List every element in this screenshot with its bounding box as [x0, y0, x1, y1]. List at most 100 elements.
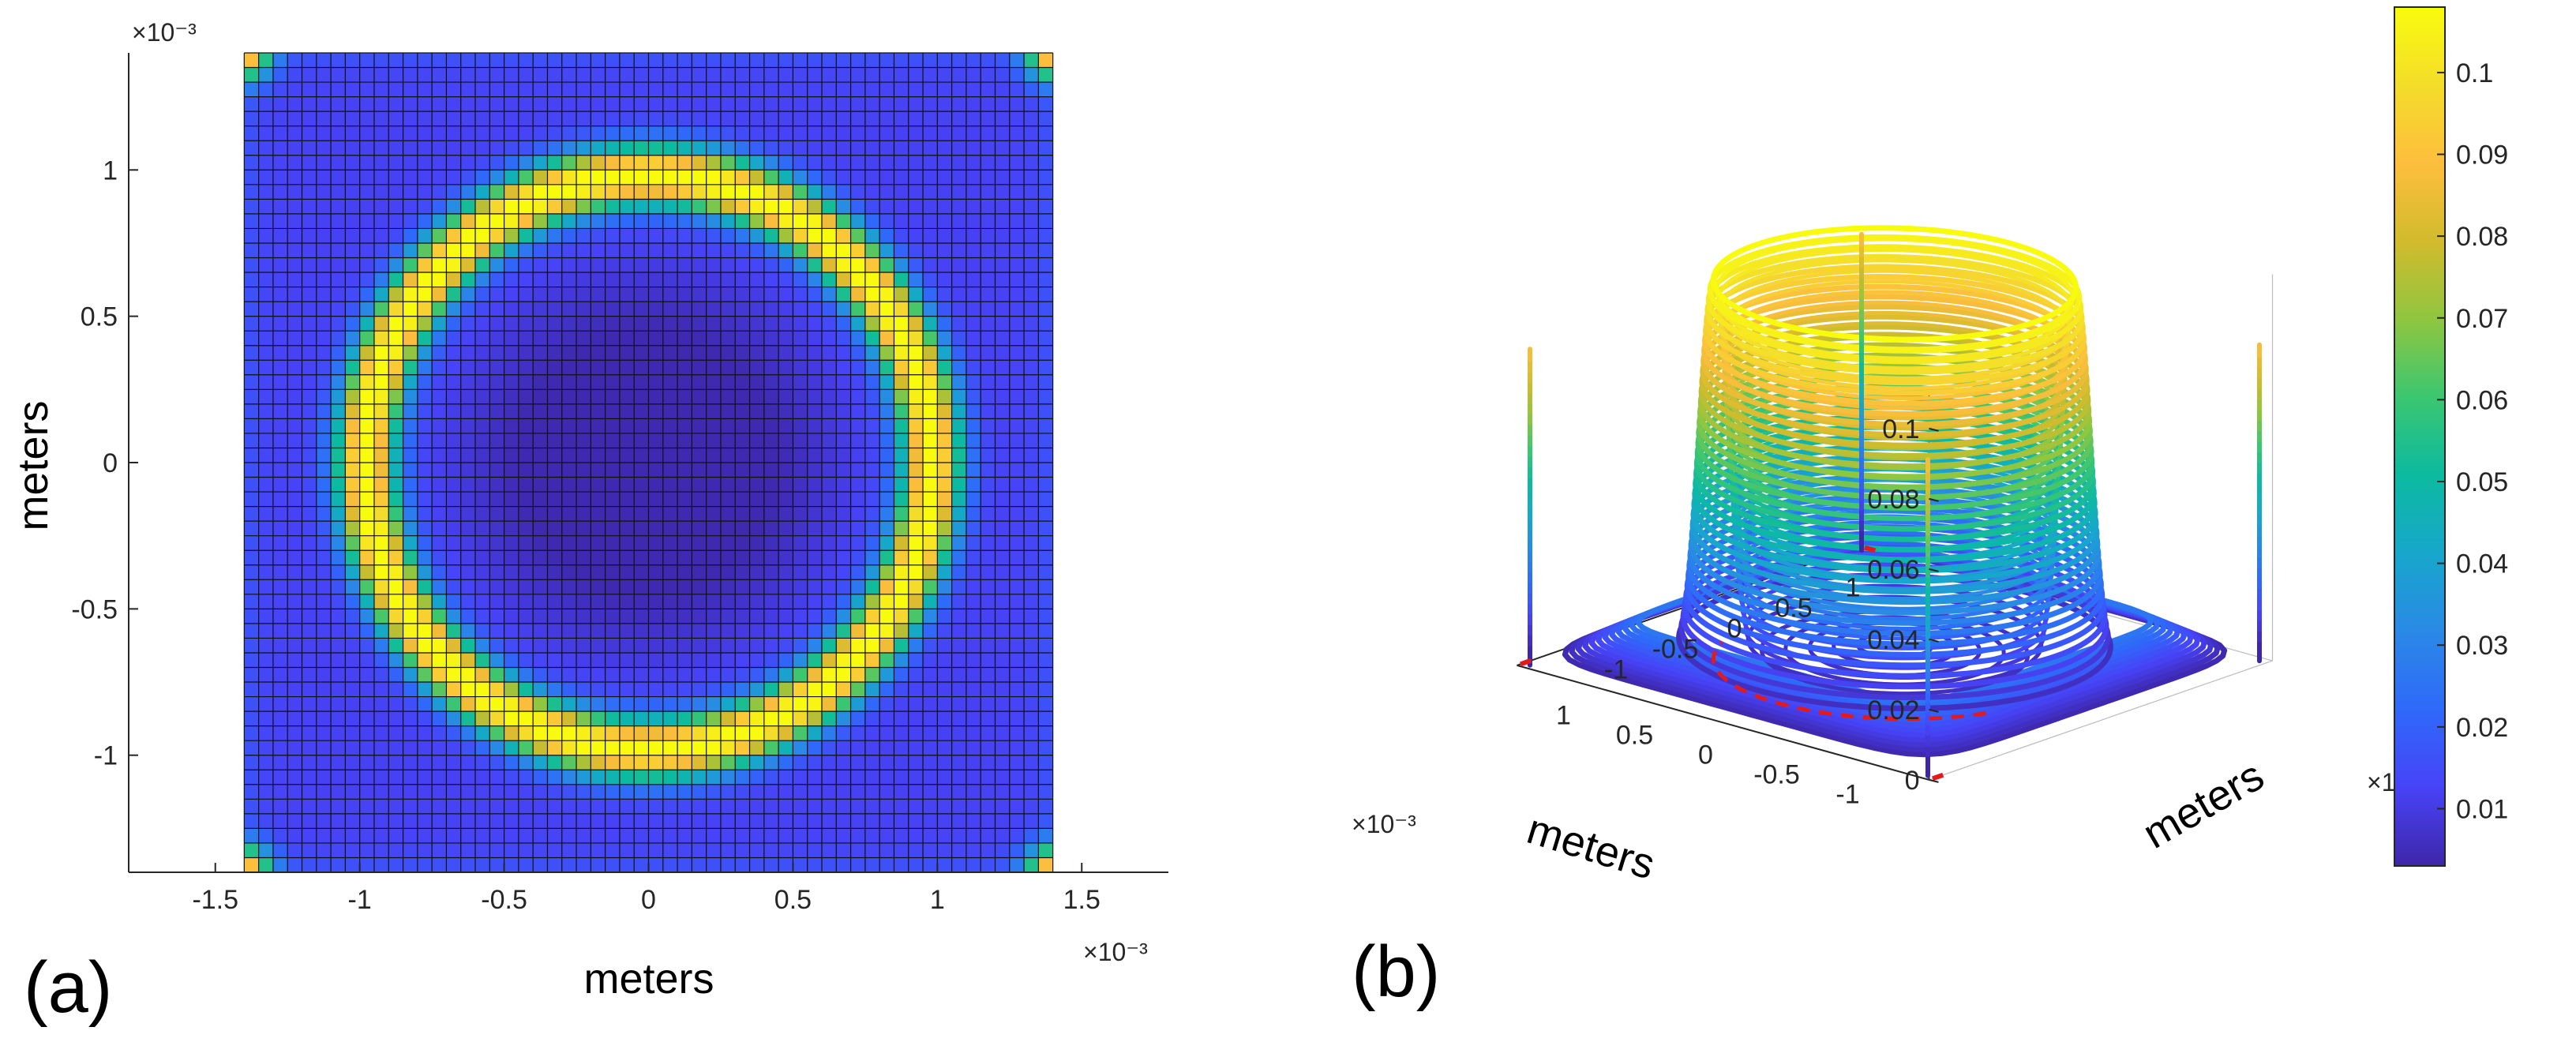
heatmap-cell	[706, 463, 722, 478]
heatmap-cell	[1038, 389, 1053, 405]
heatmap-cell	[591, 842, 606, 858]
heatmap-cell	[995, 711, 1011, 726]
heatmap-cell	[417, 213, 433, 229]
heatmap-cell	[460, 374, 476, 390]
heatmap-cell	[648, 550, 664, 566]
heatmap-cell	[561, 813, 577, 829]
panel-b-y-tick-label: -1	[1604, 655, 1628, 685]
heatmap-cell	[388, 799, 403, 815]
panel-b-x-tick-label: -1	[1835, 779, 1859, 809]
heatmap-cell	[460, 126, 476, 141]
heatmap-cell	[576, 184, 591, 200]
heatmap-cell	[908, 213, 924, 229]
heatmap-cell	[345, 360, 360, 376]
heatmap-cell	[316, 316, 332, 332]
heatmap-cell	[591, 448, 606, 463]
heatmap-cell	[951, 257, 967, 273]
heatmap-cell	[951, 506, 967, 522]
heatmap-cell	[446, 492, 462, 507]
heatmap-cell	[331, 360, 346, 376]
heatmap-cell	[735, 331, 750, 347]
heatmap-cell	[879, 199, 894, 215]
heatmap-cell	[894, 418, 909, 434]
heatmap-cell	[951, 463, 967, 478]
heatmap-cell	[359, 360, 375, 376]
heatmap-cell	[489, 433, 504, 448]
colorbar-tick-label: 0.1	[2456, 58, 2493, 88]
heatmap-cell	[533, 316, 548, 332]
heatmap-cell	[345, 564, 360, 580]
heatmap-cell	[634, 550, 649, 566]
heatmap-cell	[475, 345, 490, 361]
heatmap-cell	[561, 433, 577, 448]
heatmap-cell	[576, 535, 591, 551]
heatmap-cell	[403, 638, 418, 654]
heatmap-cell	[894, 652, 909, 668]
heatmap-cell	[287, 184, 302, 200]
heatmap-cell	[908, 242, 924, 258]
heatmap-cell	[460, 199, 476, 215]
heatmap-cell	[403, 828, 418, 844]
heatmap-cell	[720, 799, 736, 815]
heatmap-cell	[951, 784, 967, 800]
heatmap-cell	[706, 242, 722, 258]
heatmap-cell	[316, 287, 332, 302]
heatmap-cell	[331, 842, 346, 858]
heatmap-cell	[822, 242, 837, 258]
heatmap-cell	[706, 477, 722, 493]
heatmap-cell	[302, 696, 317, 712]
heatmap-cell	[446, 360, 462, 376]
heatmap-cell	[923, 857, 938, 873]
heatmap-cell	[1038, 492, 1053, 507]
heatmap-cell	[432, 828, 447, 844]
heatmap-cell	[244, 111, 259, 126]
heatmap-cell	[807, 477, 823, 493]
heatmap-cell	[258, 53, 274, 68]
heatmap-cell	[894, 667, 909, 683]
heatmap-cell	[981, 302, 996, 317]
heatmap-cell	[489, 579, 504, 595]
heatmap-cell	[316, 857, 332, 873]
heatmap-cell	[894, 842, 909, 858]
heatmap-cell	[345, 492, 360, 507]
heatmap-cell	[850, 433, 866, 448]
heatmap-cell	[981, 842, 996, 858]
heatmap-cell	[258, 418, 274, 434]
heatmap-cell	[662, 550, 678, 566]
heatmap-cell	[749, 725, 765, 741]
heatmap-cell	[359, 96, 375, 112]
heatmap-cell	[244, 257, 259, 273]
heatmap-cell	[1009, 403, 1025, 419]
heatmap-cell	[432, 96, 447, 112]
heatmap-cell	[345, 242, 360, 258]
heatmap-cell	[561, 696, 577, 712]
heatmap-cell	[995, 477, 1011, 493]
heatmap-cell	[735, 755, 750, 770]
heatmap-cell	[894, 184, 909, 200]
heatmap-cell	[316, 331, 332, 347]
heatmap-cell	[619, 711, 635, 726]
heatmap-cell	[966, 418, 981, 434]
heatmap-cell	[951, 389, 967, 405]
heatmap-cell	[547, 813, 563, 829]
heatmap-cell	[475, 477, 490, 493]
heatmap-cell	[807, 257, 823, 273]
heatmap-cell	[331, 784, 346, 800]
heatmap-cell	[850, 228, 866, 244]
heatmap-cell	[359, 696, 375, 712]
colorbar-tick-label: 0.07	[2456, 304, 2508, 334]
heatmap-cell	[966, 374, 981, 390]
heatmap-cell	[345, 725, 360, 741]
heatmap-cell	[359, 228, 375, 244]
heatmap-cell	[648, 521, 664, 536]
heatmap-cell	[316, 111, 332, 126]
panel-b-red-marker	[1932, 772, 1945, 782]
heatmap-cell	[995, 213, 1011, 229]
heatmap-cell	[749, 535, 765, 551]
heatmap-cell	[432, 374, 447, 390]
heatmap-cell	[446, 374, 462, 390]
heatmap-cell	[272, 564, 288, 580]
heatmap-cell	[619, 111, 635, 126]
heatmap-cell	[778, 433, 793, 448]
heatmap-cell	[518, 506, 534, 522]
